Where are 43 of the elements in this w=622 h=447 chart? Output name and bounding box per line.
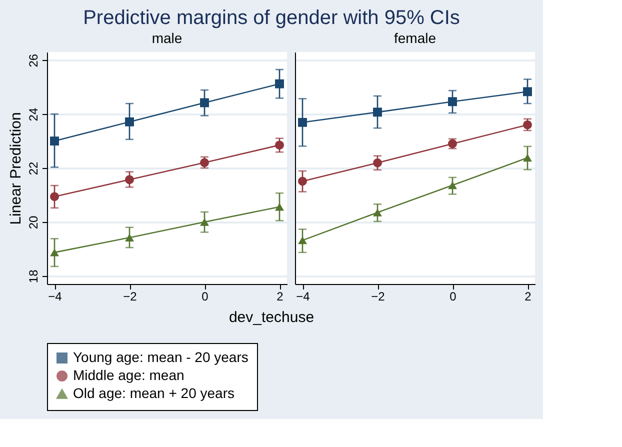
point xyxy=(448,181,457,190)
point xyxy=(275,79,284,88)
x-tick-label: 2 xyxy=(276,290,284,304)
x-tick-label: 0 xyxy=(202,290,209,304)
point xyxy=(373,158,382,168)
point xyxy=(275,140,284,150)
point xyxy=(523,154,532,162)
y-tick-label: 26 xyxy=(26,54,40,68)
point xyxy=(200,98,209,108)
point xyxy=(200,218,209,226)
point xyxy=(50,136,59,146)
legend-label: Middle age: mean xyxy=(73,367,184,383)
point xyxy=(125,175,134,184)
chart-title: Predictive margins of gender with 95% CIs xyxy=(83,7,460,29)
y-axis-title: Linear Prediction xyxy=(8,112,24,225)
legend-label: Young age: mean - 20 years xyxy=(73,349,248,365)
point xyxy=(523,120,532,130)
x-tick-label: −2 xyxy=(123,290,138,304)
point xyxy=(125,117,134,126)
x-tick-label: 2 xyxy=(524,290,532,304)
y-tick-label: 24 xyxy=(26,108,40,122)
point xyxy=(373,208,382,216)
legend-label: Old age: mean + 20 years xyxy=(73,385,234,401)
point xyxy=(298,236,307,244)
y-tick-label: 20 xyxy=(26,215,40,230)
chart-subtitle: male xyxy=(152,30,182,46)
x-tick-label: 0 xyxy=(450,290,457,304)
y-tick-label: 18 xyxy=(26,269,40,284)
point xyxy=(125,234,134,242)
x-axis-title: dev_techuse xyxy=(228,309,314,326)
point xyxy=(50,192,59,202)
point xyxy=(298,176,307,186)
x-tick-label: −4 xyxy=(48,290,62,304)
chart-subtitle: female xyxy=(394,30,436,46)
point xyxy=(298,118,307,127)
x-tick-label: −2 xyxy=(371,290,386,304)
point xyxy=(448,97,457,106)
point xyxy=(50,248,59,256)
point xyxy=(523,87,532,96)
y-tick-label: 22 xyxy=(26,162,40,176)
point xyxy=(200,158,209,168)
x-tick-label: −4 xyxy=(296,290,310,304)
point xyxy=(373,108,382,117)
